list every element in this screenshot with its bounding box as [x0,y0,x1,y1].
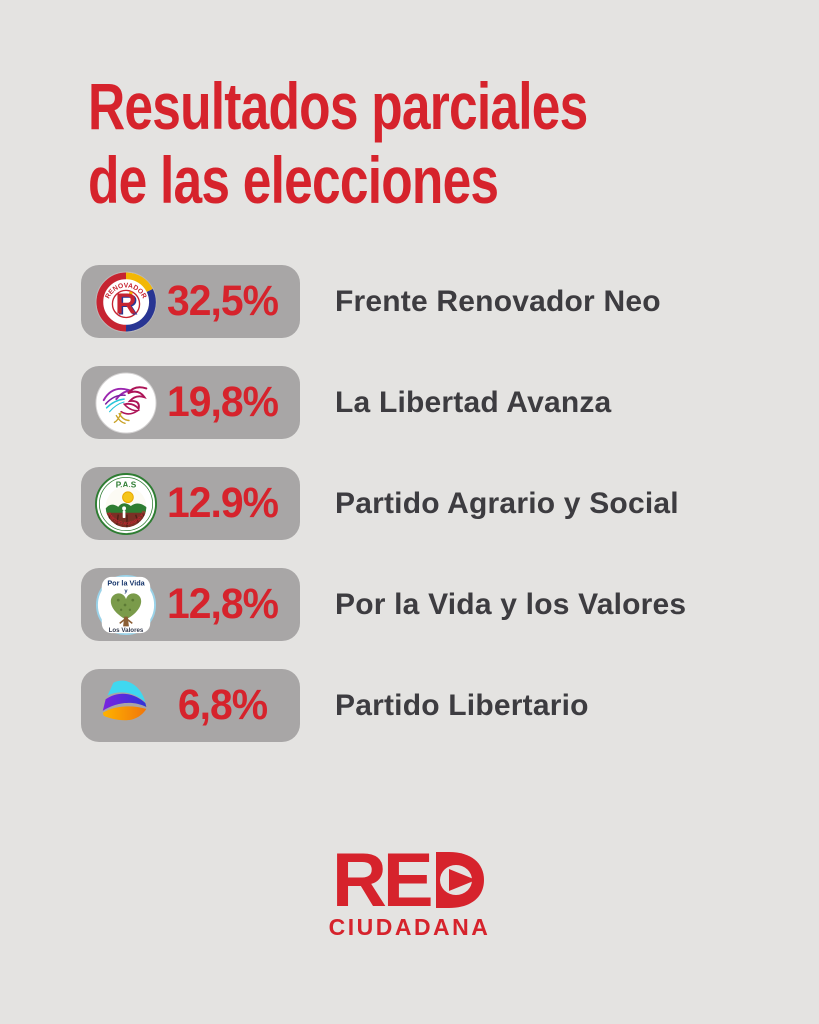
brand-footer: RE CIUDADANA [0,850,819,941]
svg-text:P.A.S: P.A.S [116,480,137,489]
percent-value: 32,5% [166,277,279,325]
svg-text:Por la Vida: Por la Vida [107,578,145,587]
result-pill: 19,8% [81,366,300,439]
percent-value: 6,8% [177,681,268,729]
result-pill: Por la Vida y Los Valores 12,8% [81,568,300,641]
brand-sub-word: CIUDADANA [328,914,491,940]
result-pill: RENOVADOR R R 32,5% [81,265,300,338]
brand-letter-d-play-icon [436,852,484,908]
red-ciudadana-logo: RE [332,850,484,910]
tricolor-wing-logo-icon [102,680,147,720]
result-row: P.A.S PARTIDO AGRARIO Y SOCIAL [81,467,686,540]
percent-value: 12,8% [166,580,279,628]
page-title-line2: de las elecciones [88,142,499,217]
result-pill: 6,8% [81,669,300,742]
result-row: 6,8% Partido Libertario [81,669,686,742]
result-row: RENOVADOR R R 32,5% Frente Renovador Neo [81,265,686,338]
result-row: Por la Vida y Los Valores 12,8% Por la V… [81,568,686,641]
party-name: Por la Vida y los Valores [335,587,687,621]
results-list: RENOVADOR R R 32,5% Frente Renovador Neo [81,265,686,770]
brand-word-re: RE [332,850,431,910]
party-name: Partido Agrario y Social [335,486,679,520]
party-name: Frente Renovador Neo [335,284,661,318]
heart-tree-logo-icon: Por la Vida y Los Valores [95,574,157,635]
page-title: Resultados parciales de las elecciones [88,69,588,218]
percent-value: 12.9% [166,479,279,527]
colorful-eagle-logo-icon [95,371,157,434]
svg-text:R: R [116,288,137,320]
result-pill: P.A.S PARTIDO AGRARIO Y SOCIAL [81,467,300,540]
svg-text:R: R [117,289,138,321]
result-row: 19,8% La Libertad Avanza [81,366,686,439]
percent-value: 19,8% [166,378,279,426]
pas-farm-logo-icon: P.A.S PARTIDO AGRARIO Y SOCIAL [95,472,157,535]
party-name: La Libertad Avanza [335,385,612,419]
party-name: Partido Libertario [335,688,589,722]
svg-text:y: y [124,588,128,594]
svg-text:Los Valores: Los Valores [109,627,144,634]
page-title-line1: Resultados parciales [88,69,588,143]
renovador-circle-logo-icon: RENOVADOR R R [95,270,157,333]
